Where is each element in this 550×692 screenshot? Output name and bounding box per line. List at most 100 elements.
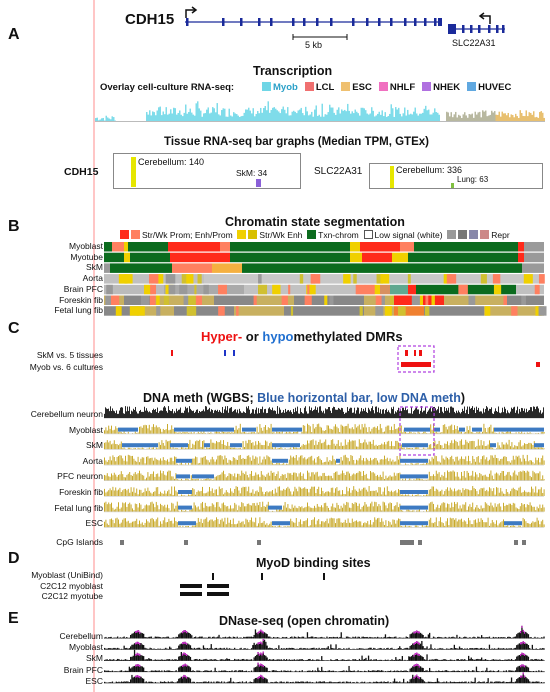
rna-signal: [207, 107, 209, 121]
dnase-signal: [172, 649, 175, 650]
chromatin-segment: [129, 306, 139, 316]
gene-slc22a31-label: SLC22A31: [452, 38, 496, 48]
meth-signal: [223, 494, 224, 496]
meth-signal: [211, 442, 213, 450]
dnase-signal: [380, 681, 383, 684]
meth-signal: [307, 458, 308, 465]
meth-signal: [266, 429, 268, 434]
dnase-signal: [154, 659, 156, 661]
meth-signal: [417, 462, 419, 465]
dnase-signal: [374, 659, 376, 661]
meth-signal: [361, 506, 363, 512]
low-meth-bar: [534, 443, 544, 448]
meth-signal: [524, 432, 525, 434]
meth-signal: [272, 510, 273, 512]
meth-signal: [133, 448, 135, 450]
meth-signal: [137, 507, 139, 512]
meth-signal: [230, 505, 231, 512]
meth-signal: [276, 462, 278, 465]
dnase-peak-cap: [257, 632, 259, 635]
dnase-signal: [163, 648, 166, 650]
wgbs-track-label: Foreskin fib: [59, 487, 103, 497]
meth-signal: [454, 501, 455, 512]
meth-signal: [358, 488, 360, 496]
meth-signal: [266, 413, 267, 418]
dnase-signal: [302, 671, 305, 673]
dnase-signal: [291, 671, 293, 673]
dnase-signal: [179, 666, 181, 673]
meth-signal: [431, 447, 433, 450]
meth-signal: [246, 406, 247, 418]
dnase-peak-cap: [257, 662, 259, 665]
meth-signal: [295, 407, 296, 418]
meth-signal: [448, 471, 450, 481]
dnase-signal: [111, 681, 114, 684]
dnase-signal: [423, 648, 426, 650]
meth-signal: [388, 520, 390, 528]
meth-signal: [346, 457, 348, 465]
meth-signal: [491, 431, 493, 434]
dnase-signal: [495, 681, 497, 684]
dnase-signal: [131, 633, 133, 639]
rna-signal: [278, 111, 280, 121]
meth-signal: [349, 473, 350, 481]
rna-signal: [189, 108, 191, 121]
meth-signal: [541, 413, 542, 418]
meth-signal: [462, 475, 464, 481]
meth-signal: [265, 408, 266, 418]
meth-signal: [245, 518, 247, 528]
meth-signal: [476, 406, 477, 418]
meth-signal: [392, 409, 393, 418]
rna-signal: [311, 111, 313, 121]
dnase-signal: [354, 636, 357, 639]
meth-signal: [462, 504, 464, 512]
low-meth-bar: [272, 458, 288, 463]
meth-signal: [503, 444, 504, 450]
dnase-signal: [409, 668, 411, 673]
dnase-signal: [421, 640, 423, 650]
dnase-signal: [487, 649, 489, 650]
meth-signal: [213, 459, 215, 465]
dnase-peak-cap: [520, 642, 522, 645]
meth-signal: [221, 443, 223, 450]
meth-signal: [297, 406, 298, 418]
dnase-signal: [258, 641, 260, 650]
meth-signal: [151, 501, 153, 512]
dnase-peak-cap: [185, 676, 188, 679]
dnase-signal: [383, 681, 385, 684]
chromatin-segment: [288, 284, 291, 295]
dnase-signal: [416, 630, 418, 639]
meth-signal: [203, 431, 205, 434]
meth-signal: [231, 432, 233, 434]
dnase-signal: [296, 659, 298, 661]
meth-signal: [449, 507, 451, 512]
meth-signal: [416, 478, 418, 481]
low-meth-bar: [472, 427, 482, 432]
meth-signal: [469, 520, 471, 528]
dnase-signal: [478, 671, 480, 673]
meth-signal: [468, 517, 469, 528]
meth-signal: [248, 406, 249, 418]
dnase-signal: [226, 647, 228, 650]
meth-signal: [408, 413, 409, 418]
chromatin-segment: [468, 295, 476, 305]
dnase-signal: [262, 651, 264, 661]
meth-signal: [466, 461, 468, 465]
dnase-signal: [221, 681, 223, 684]
meth-signal: [333, 518, 335, 528]
meth-signal: [370, 520, 371, 528]
meth-signal: [535, 486, 537, 496]
dnase-signal: [412, 654, 414, 661]
meth-signal: [329, 460, 331, 465]
meth-signal: [242, 412, 243, 418]
meth-signal: [371, 408, 372, 418]
rna-signal: [455, 111, 457, 121]
dnase-signal: [253, 657, 255, 661]
meth-signal: [267, 492, 269, 496]
meth-signal: [143, 425, 145, 434]
meth-signal: [283, 526, 285, 528]
rna-signal: [365, 110, 367, 121]
meth-signal: [521, 431, 523, 434]
dnase-signal: [309, 681, 311, 684]
dnase-peak-cap: [522, 641, 524, 644]
